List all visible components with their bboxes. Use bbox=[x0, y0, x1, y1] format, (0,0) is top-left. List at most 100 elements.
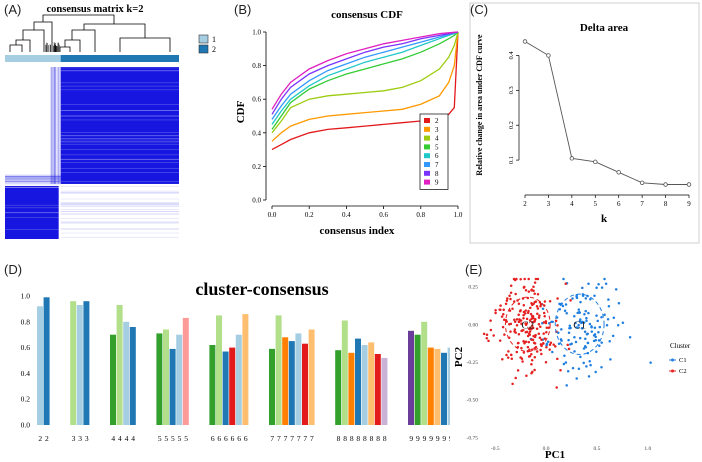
pca-center-label-C1: C1 bbox=[573, 319, 586, 331]
cdf-legend-swatch-2 bbox=[424, 118, 430, 123]
pca-point-C1 bbox=[550, 320, 553, 324]
cc-bar-label: 9 bbox=[442, 434, 446, 443]
pca-ytick-label: -0.50 bbox=[467, 398, 479, 404]
cc-bar-k6-1 bbox=[209, 345, 216, 425]
pca-point-C2 bbox=[489, 328, 493, 332]
pca-point-C1 bbox=[545, 343, 548, 347]
pca-point-C2 bbox=[502, 318, 506, 321]
cdf-ytick-label: 0.4 bbox=[252, 129, 261, 137]
pca-point-C1 bbox=[579, 355, 582, 359]
panel-c-frame bbox=[469, 2, 700, 244]
cc-bar-k6-3 bbox=[222, 351, 229, 425]
cc-bar-label: 6 bbox=[244, 434, 248, 443]
matrix-body bbox=[5, 67, 179, 239]
cc-bar-k8-6 bbox=[368, 342, 375, 425]
cc-ytick-label: 0.2 bbox=[21, 395, 31, 404]
pca-point-C2 bbox=[538, 336, 542, 340]
cdf-legend-label-3: 3 bbox=[435, 126, 439, 134]
pca-point-C2 bbox=[534, 345, 538, 349]
cdf-legend-label-2: 2 bbox=[435, 117, 439, 125]
pca-xtick-label: 0.0 bbox=[543, 446, 550, 452]
cdf-line-k7 bbox=[271, 31, 459, 120]
pca-point-C2 bbox=[530, 352, 533, 356]
pca-axes: 0.25 0.00 -0.25 -0.50 -0.75 -0.5 0.0 0.5 1.0 bbox=[467, 285, 652, 452]
pca-point-C2 bbox=[536, 312, 539, 315]
pca-point-C2 bbox=[528, 319, 532, 322]
pca-point-C1 bbox=[595, 350, 598, 354]
pca-point-C2 bbox=[530, 317, 533, 320]
pca-point-C2 bbox=[530, 327, 533, 331]
pca-point-C2 bbox=[505, 299, 509, 302]
pca-point-C2 bbox=[523, 285, 526, 289]
cc-bar-label: 7 bbox=[270, 434, 274, 443]
cc-ytick-label: 0.8 bbox=[21, 317, 31, 326]
pca-point-C2 bbox=[517, 332, 521, 336]
pca-point-C2 bbox=[536, 307, 540, 310]
pca-point-C2 bbox=[533, 368, 536, 372]
cc-bar-k7-5 bbox=[295, 333, 302, 425]
pca-point-C1 bbox=[617, 302, 621, 305]
pca-point-C2 bbox=[487, 339, 490, 343]
cc-bar-k4-2 bbox=[116, 305, 123, 425]
pca-ytick-label: -0.75 bbox=[467, 435, 479, 441]
pca-point-C1 bbox=[587, 375, 591, 378]
cc-bar-label: 2 bbox=[45, 434, 49, 443]
pca-point-C2 bbox=[524, 340, 528, 343]
pca-point-C1 bbox=[573, 350, 576, 353]
pca-point-C2 bbox=[498, 339, 502, 342]
pca-point-C2 bbox=[548, 343, 552, 347]
pca-point-C2 bbox=[536, 277, 540, 281]
pca-point-C2 bbox=[505, 353, 508, 357]
pca-point-C2 bbox=[554, 319, 558, 323]
pca-point-C2 bbox=[485, 333, 489, 336]
cc-bar-k5-3 bbox=[169, 348, 176, 425]
pca-point-C2 bbox=[502, 313, 505, 316]
dendrogram-branch-8 bbox=[83, 23, 146, 38]
cc-bar-k9-6 bbox=[441, 352, 447, 425]
cdf-line-k8 bbox=[271, 31, 459, 115]
pca-point-C1 bbox=[600, 341, 603, 344]
cc-bar-k3-1 bbox=[70, 301, 77, 425]
pca-point-C2 bbox=[506, 356, 510, 359]
cc-bar-label: 5 bbox=[184, 434, 188, 443]
cc-bar-k5-1 bbox=[156, 333, 163, 425]
pca-point-C1 bbox=[592, 334, 596, 337]
pca-point-C1 bbox=[594, 370, 597, 374]
pca-point-C2 bbox=[527, 309, 530, 313]
cc-bar-k5-2 bbox=[163, 329, 169, 425]
delta-title: Delta area bbox=[580, 22, 629, 34]
cc-bar-k3-2 bbox=[76, 305, 83, 425]
cdf-legend-label-6: 6 bbox=[435, 152, 439, 160]
pca-point-C1 bbox=[546, 340, 550, 343]
pca-point-C2 bbox=[522, 303, 526, 307]
pca-point-C2 bbox=[518, 309, 522, 313]
cc-bar-k4-4 bbox=[129, 327, 136, 425]
pca-point-C2 bbox=[524, 331, 528, 334]
pca-point-C2 bbox=[544, 321, 548, 325]
pca-point-C2 bbox=[532, 285, 535, 288]
pca-point-C1 bbox=[574, 321, 577, 325]
pca-point-C2 bbox=[512, 300, 516, 303]
cc-bar-k2-2 bbox=[43, 297, 50, 425]
pca-point-C2 bbox=[539, 305, 542, 308]
cdf-axes: 0.0 0.2 0.4 0.6 0.8 1.0 0.0 0.2 0.4 0.6 0.8 1.0 bbox=[252, 29, 463, 220]
pca-point-C1 bbox=[582, 347, 586, 350]
pca-point-C2 bbox=[547, 326, 551, 330]
delta-ylabel-group: Relative change in area under CDF curve bbox=[475, 34, 484, 176]
pca-point-C2 bbox=[508, 309, 512, 312]
pca-point-C2 bbox=[559, 369, 562, 372]
pca-point-C1 bbox=[563, 354, 566, 357]
pca-xtick-label: 1.0 bbox=[644, 446, 651, 452]
heatmap-title: consensus matrix k=2 bbox=[47, 4, 144, 15]
pca-point-C2 bbox=[539, 303, 543, 306]
delta-ytick-label: 0.2 bbox=[508, 121, 515, 129]
pca-point-C1 bbox=[588, 359, 591, 363]
pca-point-C1 bbox=[567, 338, 570, 342]
pca-point-C2 bbox=[511, 307, 514, 310]
delta-xtick-label: 2 bbox=[523, 200, 527, 208]
pca-point-C1 bbox=[565, 311, 568, 315]
pca-center-label-C2: C2 bbox=[521, 319, 534, 331]
pca-point-C2 bbox=[501, 325, 505, 329]
cc-bar-label: 9 bbox=[416, 434, 420, 443]
